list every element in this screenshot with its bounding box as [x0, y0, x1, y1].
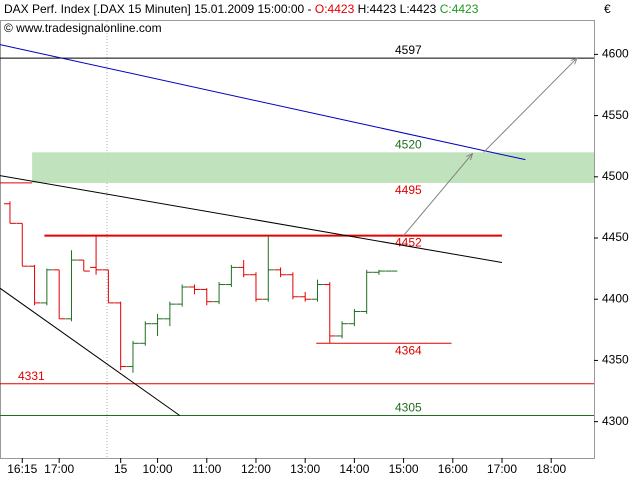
- x-tick-label: 18:00: [536, 462, 566, 476]
- x-tick-label: 15: [114, 462, 128, 476]
- level-label: 4364: [395, 343, 422, 357]
- quote-low: L:4423: [400, 2, 437, 16]
- x-tick-label: 10:00: [143, 462, 173, 476]
- y-tick-label: 4400: [602, 291, 629, 305]
- trend-line: [0, 287, 181, 416]
- quote-open: O:4423: [315, 2, 355, 16]
- currency: €: [604, 2, 611, 16]
- y-tick-label: 4350: [602, 353, 629, 367]
- level-label: 4305: [395, 401, 422, 415]
- y-tick-label: 4600: [602, 47, 629, 61]
- x-tick-label: 16:00: [438, 462, 468, 476]
- trend-line: [0, 44, 526, 161]
- quote-close: C:4423: [440, 2, 479, 16]
- support-zone: [32, 152, 594, 183]
- y-tick-label: 4450: [602, 230, 629, 244]
- trend-line: [0, 175, 503, 263]
- x-tick-label: 16:15: [7, 462, 37, 476]
- x-tick-label: 12:00: [241, 462, 271, 476]
- level-label: 4597: [395, 43, 422, 57]
- quote-high: H:4423: [358, 2, 397, 16]
- x-tick-label: 17:00: [487, 462, 517, 476]
- x-tick-label: 14:00: [339, 462, 369, 476]
- level-label: 4495: [395, 183, 422, 197]
- header-title: DAX Perf. Index [.DAX 15 Minuten] 15.01.…: [4, 2, 312, 16]
- level-label: 4520: [395, 138, 422, 152]
- projection-arrow: [403, 154, 473, 236]
- x-tick-label: 17:00: [44, 462, 74, 476]
- x-tick-label: 13:00: [290, 462, 320, 476]
- projection-arrow: [483, 58, 577, 153]
- level-label: 4331: [18, 369, 45, 383]
- x-tick-label: 15:00: [389, 462, 419, 476]
- y-tick-label: 4550: [602, 108, 629, 122]
- level-label: 4452: [395, 236, 422, 250]
- y-tick-label: 4300: [602, 414, 629, 428]
- plot-frame: [0, 20, 595, 459]
- y-tick-label: 4500: [602, 169, 629, 183]
- header: DAX Perf. Index [.DAX 15 Minuten] 15.01.…: [4, 2, 479, 16]
- x-tick-label: 11:00: [192, 462, 221, 476]
- credit: © www.tradesignalonline.com: [4, 21, 162, 35]
